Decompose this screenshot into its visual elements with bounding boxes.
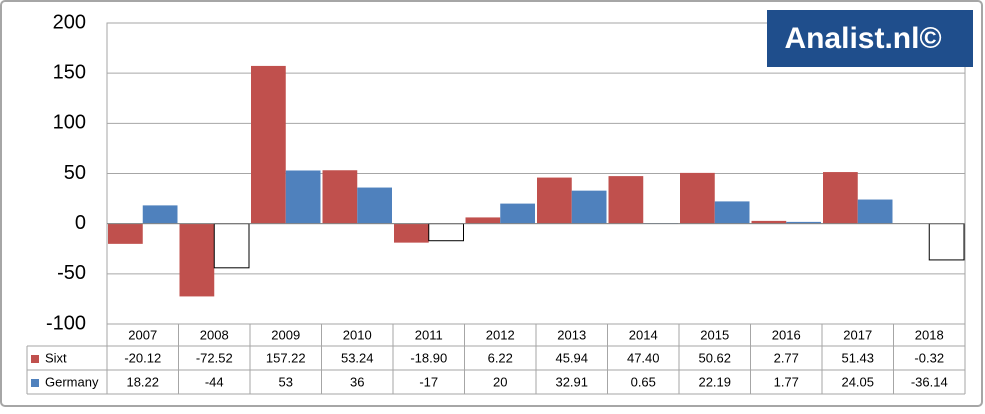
table-value: 47.40 (627, 350, 660, 365)
table-value: 0.65 (631, 374, 656, 389)
y-tick-label: 0 (75, 212, 86, 234)
table-value: 53.24 (341, 350, 374, 365)
table-value: 157.22 (266, 350, 306, 365)
table-value: -18.90 (410, 350, 447, 365)
x-tick-label: 2010 (343, 327, 372, 342)
table-value: 2.77 (774, 350, 799, 365)
x-tick-label: 2018 (915, 327, 944, 342)
table-value: 45.94 (555, 350, 588, 365)
bar (929, 224, 964, 260)
bar (823, 172, 858, 224)
bar (143, 205, 178, 223)
x-tick-label: 2013 (557, 327, 586, 342)
legend-label: Germany (45, 374, 99, 389)
bar (357, 188, 392, 224)
table-value: 22.19 (698, 374, 731, 389)
bar (858, 200, 893, 224)
x-tick-label: 2011 (415, 327, 443, 342)
table-value: 50.62 (698, 350, 731, 365)
y-tick-label: -100 (46, 312, 86, 334)
bar (251, 66, 286, 224)
table-value: 20 (493, 374, 507, 389)
table-value: 24.05 (841, 374, 874, 389)
table-value: -0.32 (914, 350, 944, 365)
table-value: -17 (419, 374, 438, 389)
bar (715, 201, 750, 223)
table-value: 18.22 (126, 374, 159, 389)
y-tick-label: 150 (53, 61, 86, 83)
x-tick-label: 2015 (700, 327, 729, 342)
bar (537, 178, 572, 224)
y-tick-label: 50 (64, 162, 86, 184)
bar (680, 173, 715, 224)
table-value: 6.22 (488, 350, 513, 365)
x-tick-label: 2008 (200, 327, 229, 342)
bar (572, 191, 607, 224)
y-tick-label: 200 (53, 11, 86, 33)
bar (214, 224, 249, 268)
x-tick-label: 2007 (128, 327, 157, 342)
x-tick-label: 2012 (486, 327, 515, 342)
table-value: 51.43 (841, 350, 874, 365)
legend-swatch (31, 355, 39, 363)
y-tick-label: -50 (57, 262, 86, 284)
bar (609, 176, 644, 224)
bar (394, 224, 429, 243)
x-tick-label: 2016 (772, 327, 801, 342)
table-value: 1.77 (774, 374, 799, 389)
table-value: -20.12 (124, 350, 161, 365)
bar (323, 170, 358, 223)
table-value: -36.14 (911, 374, 948, 389)
legend-label: Sixt (45, 350, 67, 365)
bar (108, 224, 143, 244)
table-value: -72.52 (196, 350, 233, 365)
x-tick-label: 2009 (271, 327, 300, 342)
bar (180, 224, 215, 297)
table-value: 36 (350, 374, 364, 389)
y-tick-label: 100 (53, 112, 86, 134)
bar (466, 217, 501, 223)
bar (429, 224, 464, 241)
table-value: 53 (279, 374, 293, 389)
bar (500, 204, 535, 224)
legend-swatch (31, 379, 39, 387)
x-tick-label: 2017 (843, 327, 872, 342)
table-value: 32.91 (555, 374, 588, 389)
table-value: -44 (205, 374, 224, 389)
bar (286, 170, 321, 223)
x-tick-label: 2014 (629, 327, 658, 342)
watermark: Analist.nl© (784, 22, 941, 55)
